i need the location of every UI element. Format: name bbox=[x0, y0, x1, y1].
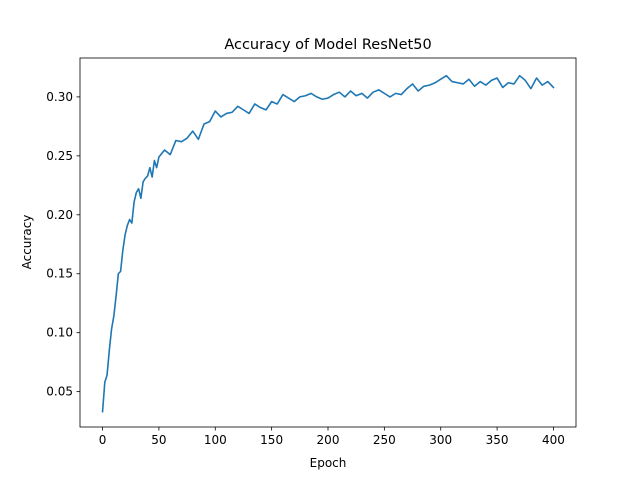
x-axis-label: Epoch bbox=[310, 456, 347, 470]
y-tick-label: 0.20 bbox=[46, 208, 73, 222]
chart-title: Accuracy of Model ResNet50 bbox=[224, 37, 431, 53]
x-tick-label: 100 bbox=[204, 433, 227, 447]
y-tick-label: 0.25 bbox=[46, 149, 73, 163]
x-tick-label: 250 bbox=[373, 433, 396, 447]
y-axis-label: Accuracy bbox=[20, 215, 34, 270]
y-tick-label: 0.05 bbox=[46, 385, 73, 399]
x-tick-label: 350 bbox=[486, 433, 509, 447]
plot-area bbox=[101, 74, 555, 413]
y-tick-label: 0.15 bbox=[46, 267, 73, 281]
x-tick-label: 50 bbox=[151, 433, 166, 447]
y-tick-label: 0.30 bbox=[46, 90, 73, 104]
axes: 0 50 100 150 200 250 300 350 400 0.05 0.10 0.15 0.20… bbox=[46, 57, 577, 447]
series-line-0 bbox=[101, 74, 555, 413]
x-tick-label: 400 bbox=[542, 433, 565, 447]
x-tick-label: 150 bbox=[260, 433, 283, 447]
y-tick-label: 0.10 bbox=[46, 326, 73, 340]
x-tick-label: 200 bbox=[317, 433, 340, 447]
x-tick-label: 0 bbox=[99, 433, 107, 447]
x-tick-label: 300 bbox=[429, 433, 452, 447]
